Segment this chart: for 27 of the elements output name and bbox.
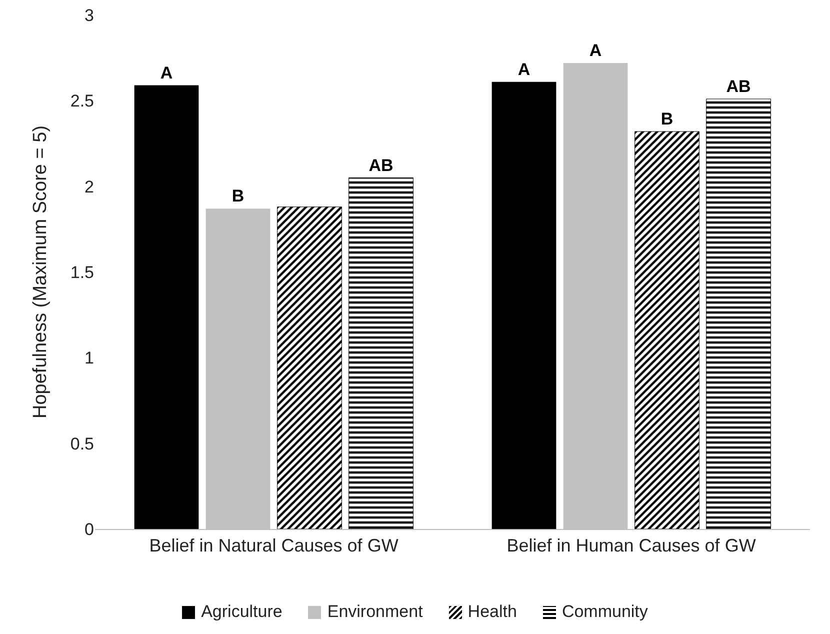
y-tick-label: 0.5	[70, 434, 94, 454]
data-label: A	[589, 40, 602, 60]
data-label: AB	[726, 76, 751, 96]
x-tick-label: Belief in Human Causes of GW	[506, 536, 756, 556]
y-tick-label: 3	[84, 6, 94, 25]
data-label: B	[660, 110, 674, 129]
y-tick-label: 2	[84, 177, 94, 196]
data-label: A	[160, 63, 173, 82]
x-tick-label: Belief in Natural Causes of GW	[149, 536, 398, 556]
data-label: A	[518, 60, 530, 79]
legend-label: Agriculture	[201, 602, 282, 622]
y-tick-label: 1	[84, 348, 94, 368]
legend-label: Health	[468, 602, 517, 622]
bar	[706, 98, 771, 529]
legend-label: Environment	[327, 602, 423, 622]
data-label: AB	[368, 156, 394, 175]
bar	[634, 131, 700, 529]
bar	[348, 178, 414, 529]
data-label: B	[232, 186, 244, 206]
y-tick-label: 1.5	[70, 262, 94, 282]
y-tick-label: 0	[84, 520, 94, 539]
y-axis-title: Hopefulness (Maximum Score = 5)	[30, 125, 52, 419]
bar	[134, 85, 199, 529]
bar	[492, 82, 556, 529]
y-tick-label: 2.5	[70, 92, 94, 111]
bar	[277, 206, 342, 529]
legend-label: Community	[562, 602, 648, 622]
